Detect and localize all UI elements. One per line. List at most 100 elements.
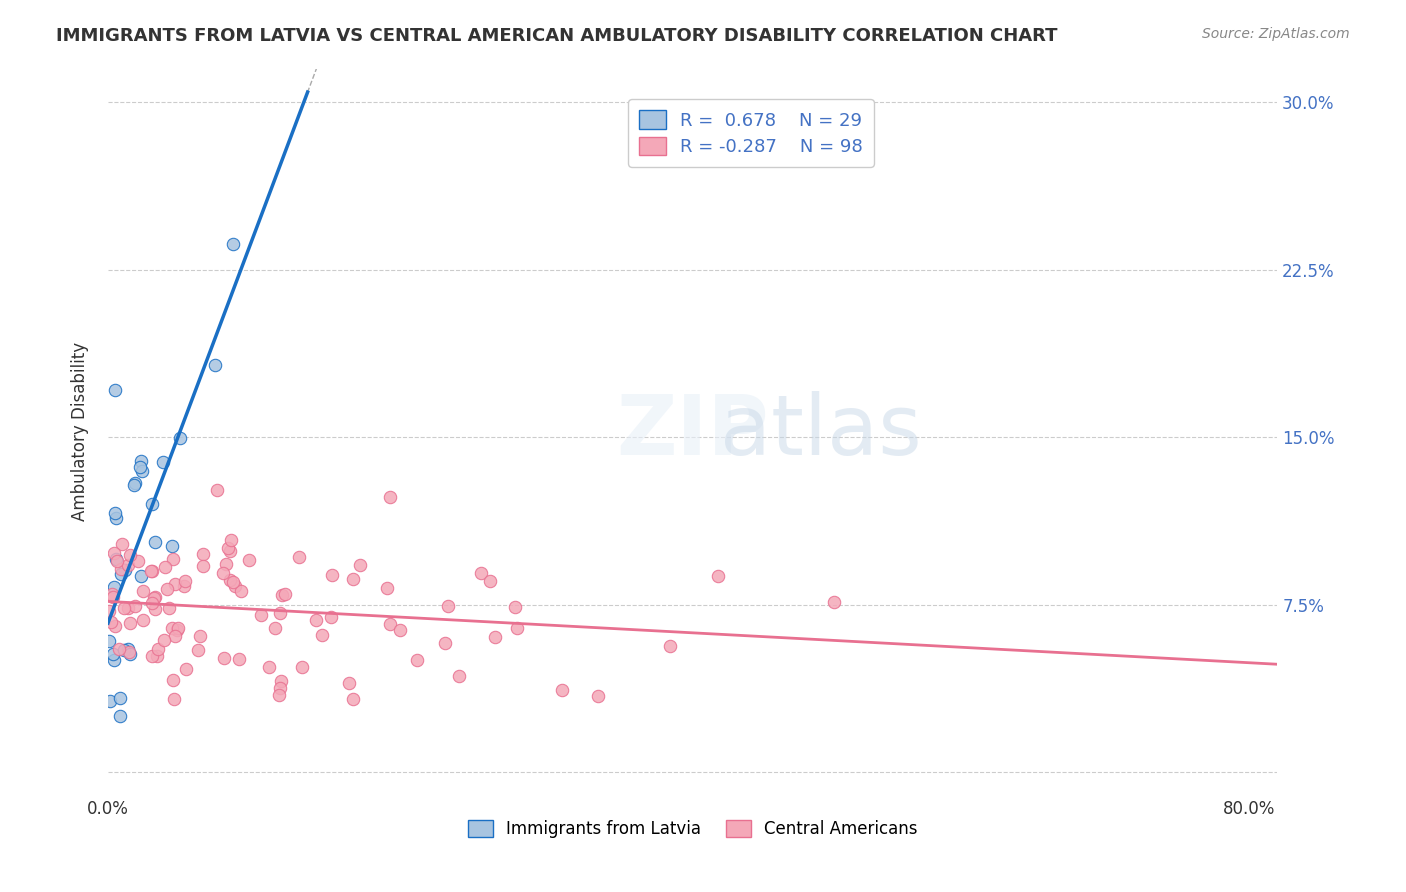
- Point: [506, 621, 529, 635]
- Point: [321, 567, 343, 582]
- Point: [129, 454, 152, 468]
- Point: [478, 574, 501, 589]
- Point: [162, 552, 184, 566]
- Point: [165, 576, 187, 591]
- Point: [110, 690, 132, 705]
- Point: [217, 541, 239, 555]
- Point: [104, 507, 127, 521]
- Point: [141, 564, 163, 578]
- Point: [214, 651, 236, 665]
- Point: [104, 552, 127, 566]
- Point: [153, 632, 176, 647]
- Point: [103, 653, 125, 667]
- Point: [270, 673, 292, 688]
- Point: [105, 510, 128, 524]
- Point: [160, 621, 183, 635]
- Point: [110, 562, 132, 576]
- Point: [229, 583, 252, 598]
- Point: [274, 587, 297, 601]
- Point: [405, 653, 427, 667]
- Point: [129, 459, 152, 474]
- Point: [132, 613, 155, 627]
- Point: [166, 624, 188, 638]
- Point: [342, 572, 364, 586]
- Point: [470, 566, 492, 580]
- Point: [288, 550, 311, 565]
- Point: [505, 599, 527, 614]
- Point: [269, 688, 291, 702]
- Point: [311, 628, 333, 642]
- Point: [146, 642, 169, 657]
- Point: [342, 691, 364, 706]
- Point: [176, 662, 198, 676]
- Point: [349, 558, 371, 572]
- Point: [269, 681, 291, 696]
- Point: [222, 237, 245, 252]
- Point: [145, 602, 167, 616]
- Point: [101, 587, 124, 601]
- Point: [224, 579, 246, 593]
- Point: [118, 645, 141, 659]
- Point: [117, 601, 139, 615]
- Point: [103, 580, 125, 594]
- Point: [269, 606, 291, 620]
- Text: IMMIGRANTS FROM LATVIA VS CENTRAL AMERICAN AMBULATORY DISABILITY CORRELATION CHA: IMMIGRANTS FROM LATVIA VS CENTRAL AMERIC…: [56, 27, 1057, 45]
- Point: [108, 642, 131, 657]
- Point: [141, 596, 163, 610]
- Point: [378, 490, 401, 504]
- Point: [484, 630, 506, 644]
- Point: [152, 455, 174, 469]
- Point: [98, 634, 121, 648]
- Point: [270, 588, 292, 602]
- Point: [118, 648, 141, 662]
- Point: [238, 552, 260, 566]
- Point: [127, 554, 149, 568]
- Point: [139, 564, 162, 578]
- Point: [131, 465, 153, 479]
- Point: [219, 533, 242, 547]
- Point: [111, 537, 134, 551]
- Point: [337, 676, 360, 690]
- Point: [193, 547, 215, 561]
- Point: [163, 692, 186, 706]
- Point: [110, 709, 132, 723]
- Point: [250, 608, 273, 623]
- Point: [214, 557, 236, 571]
- Point: [103, 546, 125, 560]
- Point: [187, 643, 209, 657]
- Point: [228, 652, 250, 666]
- Point: [218, 544, 240, 558]
- Point: [658, 639, 681, 653]
- Point: [204, 358, 226, 372]
- Point: [129, 569, 152, 583]
- Point: [447, 669, 470, 683]
- Point: [380, 617, 402, 632]
- Point: [157, 601, 180, 615]
- Text: Source: ZipAtlas.com: Source: ZipAtlas.com: [1202, 27, 1350, 41]
- Point: [291, 660, 314, 674]
- Point: [707, 568, 730, 582]
- Point: [160, 540, 183, 554]
- Point: [586, 690, 609, 704]
- Point: [112, 643, 135, 657]
- Point: [264, 621, 287, 635]
- Point: [118, 549, 141, 563]
- Point: [98, 694, 121, 708]
- Point: [437, 599, 460, 614]
- Point: [143, 591, 166, 605]
- Point: [103, 647, 125, 661]
- Point: [190, 629, 212, 643]
- Point: [117, 558, 139, 572]
- Point: [155, 582, 177, 597]
- Point: [174, 574, 197, 588]
- Point: [104, 619, 127, 633]
- Text: ZIP: ZIP: [616, 391, 769, 472]
- Point: [219, 573, 242, 587]
- Point: [141, 649, 163, 664]
- Point: [257, 660, 280, 674]
- Point: [167, 621, 190, 635]
- Point: [434, 636, 457, 650]
- Point: [212, 566, 235, 580]
- Point: [305, 613, 328, 627]
- Point: [105, 554, 128, 568]
